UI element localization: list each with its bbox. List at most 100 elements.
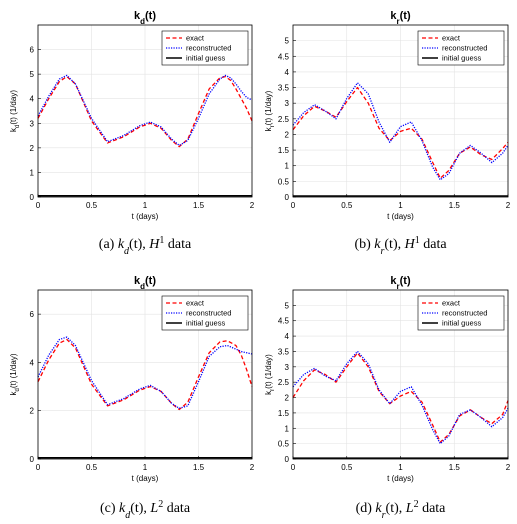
y-tick-label: 2.5: [278, 115, 290, 124]
series-line-reconstructed: [37, 336, 253, 409]
y-tick-label: 1: [30, 168, 35, 177]
axes-frame: [37, 24, 253, 198]
caption-space: H: [148, 237, 160, 252]
caption-func: k: [374, 237, 381, 252]
y-tick-label: 3.5: [278, 347, 290, 356]
chart-title: kd(t): [134, 10, 156, 26]
ylabel-subscript: d: [15, 388, 21, 391]
x-tick-label: 0: [36, 463, 41, 472]
y-tick-label: 6: [30, 46, 35, 55]
y-tick-label: 5: [285, 37, 290, 46]
x-tick-label: 2: [250, 201, 255, 210]
y-tick-label: 5: [285, 301, 290, 310]
y-tick-label: 2: [30, 144, 35, 153]
y-tick-label: 5: [30, 70, 35, 79]
x-tick-label: 1: [143, 201, 148, 210]
y-tick-label: 4: [285, 332, 290, 341]
y-tick-label: 3: [285, 99, 290, 108]
caption-func-subscript: r: [382, 510, 386, 521]
series-line-reconstructed: [292, 82, 509, 181]
x-tick-label: 1.5: [193, 201, 205, 210]
ylabel-tail: (t) (1/day): [264, 90, 273, 125]
panel-caption: (b) kr(t), H1 data: [354, 235, 447, 257]
ylabel-tail: (t) (1/day): [9, 90, 18, 125]
legend-entry: exact: [186, 34, 205, 43]
x-tick-label: 0: [291, 463, 296, 472]
caption-arg: (t),: [384, 237, 404, 252]
caption-tail: data: [419, 501, 447, 516]
title-main: k: [134, 10, 141, 22]
caption-tail: data: [163, 501, 191, 516]
legend-entry: initial guess: [442, 54, 481, 63]
y-tick-label: 0: [285, 455, 290, 464]
y-tick-label: 4: [285, 68, 290, 77]
caption-space: H: [404, 237, 416, 252]
y-tick-label: 2: [285, 130, 290, 139]
x-tick-label: 0.5: [341, 463, 353, 472]
ylabel-subscript: r: [270, 389, 276, 391]
title-tail: (t): [145, 275, 156, 287]
panel-caption: (c) kd(t), L2 data: [100, 499, 191, 521]
y-axis-label: kd(t) (1/day): [9, 90, 21, 132]
chart-title: kd(t): [134, 275, 156, 291]
caption-space: L: [149, 501, 158, 516]
y-tick-label: 4.5: [278, 52, 290, 61]
x-tick-label: 0: [36, 201, 41, 210]
y-tick-label: 3.5: [278, 84, 290, 93]
title-main: k: [134, 275, 141, 287]
title-tail: (t): [400, 10, 411, 22]
y-tick-label: 4.5: [278, 317, 290, 326]
legend-entry: reconstructed: [442, 44, 487, 53]
x-axis-label: t (days): [132, 212, 159, 221]
x-tick-label: 2: [250, 463, 255, 472]
title-subscript: d: [140, 282, 145, 291]
axes-frame: [37, 289, 253, 460]
title-subscript: r: [397, 282, 400, 291]
y-tick-label: 0: [30, 455, 35, 464]
y-tick-label: 1: [285, 424, 290, 433]
y-tick-label: 2: [285, 394, 290, 403]
y-tick-label: 2.5: [278, 378, 290, 387]
title-subscript: d: [140, 17, 145, 26]
y-tick-label: 0.5: [278, 440, 290, 449]
caption-func-subscript: r: [380, 246, 384, 257]
x-tick-label: 2: [506, 463, 511, 472]
y-tick-label: 4: [30, 358, 35, 367]
y-tick-label: 1.5: [278, 409, 290, 418]
panel-caption: (d) kr(t), L2 data: [356, 499, 447, 521]
title-main: k: [390, 10, 397, 22]
caption-label: (c): [100, 501, 119, 516]
x-tick-label: 1.5: [449, 201, 461, 210]
caption-space-superscript: 2: [158, 499, 163, 510]
caption-label: (a): [99, 237, 118, 252]
axes-frame: [292, 24, 509, 198]
title-main: k: [390, 275, 397, 287]
caption-space-superscript: 2: [414, 499, 419, 510]
y-tick-label: 4: [30, 95, 35, 104]
caption-tail: data: [164, 237, 192, 252]
chart-title: kr(t): [390, 275, 411, 291]
ylabel-subscript: d: [15, 125, 21, 128]
x-tick-label: 1.5: [449, 463, 461, 472]
legend-entry: exact: [442, 299, 461, 308]
x-tick-label: 1: [143, 463, 148, 472]
legend-entry: initial guess: [186, 54, 225, 63]
legend-entry: reconstructed: [186, 44, 231, 53]
y-tick-label: 3: [285, 363, 290, 372]
x-tick-label: 0.5: [86, 201, 98, 210]
y-tick-label: 1: [285, 162, 290, 171]
y-axis-label: kr(t) (1/day): [264, 90, 276, 131]
y-tick-label: 3: [30, 119, 35, 128]
legend-entry: exact: [186, 299, 205, 308]
caption-space: L: [405, 501, 414, 516]
x-tick-label: 0: [291, 201, 296, 210]
x-tick-label: 1: [398, 201, 403, 210]
caption-func: k: [375, 501, 382, 516]
caption-label: (b): [354, 237, 374, 252]
y-tick-label: 6: [30, 310, 35, 319]
